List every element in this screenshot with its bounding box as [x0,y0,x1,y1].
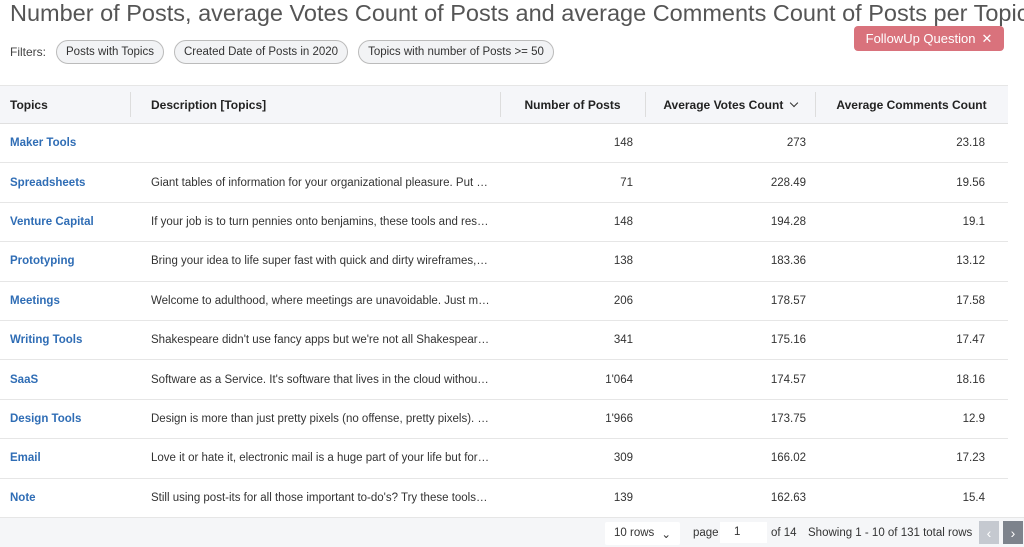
topic-cell[interactable]: Writing Tools [0,320,130,361]
column-header-average-votes[interactable]: Average Votes Count [645,85,815,124]
results-table: Topics Description [Topics] Number of Po… [0,85,1008,518]
previous-page-button[interactable]: ‹ [979,521,999,544]
number-of-posts-cell: 206 [500,281,645,321]
page-input[interactable]: 1 [720,522,767,543]
topic-cell[interactable]: Email [0,438,130,479]
column-header-average-comments[interactable]: Average Comments Count [815,85,1008,124]
filters-label: Filters: [10,45,46,59]
average-votes-cell: 174.57 [645,359,815,400]
average-votes-cell: 273 [645,123,815,164]
average-votes-cell: 166.02 [645,438,815,479]
table-row: Venture Capital If your job is to turn pe… [0,202,1008,243]
topic-cell[interactable]: Spreadsheets [0,162,130,203]
average-comments-cell: 17.58 [815,281,1008,321]
page-title: Number of Posts, average Votes Count of … [10,0,1024,26]
description-cell: Welcome to adulthood, where meetings are… [130,281,500,321]
average-comments-cell: 12.9 [815,399,1008,440]
average-comments-cell: 23.18 [815,123,1008,164]
column-header-number-of-posts[interactable]: Number of Posts [500,85,645,124]
number-of-posts-cell: 139 [500,478,645,518]
table-row: Note Still using post-its for all those i… [0,478,1008,518]
average-comments-cell: 15.4 [815,478,1008,518]
average-votes-cell: 178.57 [645,281,815,321]
topic-cell[interactable]: Design Tools [0,399,130,440]
rows-summary: Showing 1 - 10 of 131 total rows [808,527,973,539]
description-cell: If your job is to turn pennies onto benj… [130,202,500,243]
number-of-posts-cell: 148 [500,123,645,164]
next-page-button[interactable]: › [1003,521,1023,544]
topic-cell[interactable]: Meetings [0,281,130,321]
table-row: Spreadsheets Giant tables of information … [0,162,1008,203]
column-label: Average Votes Count [663,97,784,112]
filters-bar: Filters: Posts with Topics Created Date … [10,40,554,64]
number-of-posts-cell: 71 [500,162,645,203]
rows-per-page-select[interactable]: 10 rows ⌄ [605,522,680,545]
chevron-down-icon [789,98,798,107]
close-icon[interactable]: ✕ [981,30,993,46]
description-cell: Software as a Service. It's software tha… [130,359,500,400]
number-of-posts-cell: 148 [500,202,645,243]
table-row: Design Tools Design is more than just pre… [0,399,1008,440]
topic-cell[interactable]: Maker Tools [0,123,130,164]
description-cell: Shakespeare didn't use fancy apps but we… [130,320,500,361]
description-cell: Design is more than just pretty pixels (… [130,399,500,440]
topic-cell[interactable]: Prototyping [0,241,130,282]
pagination-bar: 10 rows ⌄ page 1 of 14 Showing 1 - 10 of … [0,517,1024,547]
average-comments-cell: 13.12 [815,241,1008,282]
table-row: SaaS Software as a Service. It's software… [0,359,1008,400]
number-of-posts-cell: 138 [500,241,645,282]
number-of-posts-cell: 341 [500,320,645,361]
average-votes-cell: 173.75 [645,399,815,440]
followup-label: FollowUp Question [865,31,976,46]
average-votes-cell: 162.63 [645,478,815,518]
chevron-down-icon: ⌄ [661,529,671,541]
filter-chip[interactable]: Posts with Topics [56,40,164,64]
description-cell [130,123,500,164]
average-votes-cell: 228.49 [645,162,815,203]
topic-cell[interactable]: Venture Capital [0,202,130,243]
number-of-posts-cell: 1'966 [500,399,645,440]
table-header-row: Topics Description [Topics] Number of Po… [0,85,1008,124]
number-of-posts-cell: 1'064 [500,359,645,400]
table-row: Prototyping Bring your idea to life super… [0,241,1008,282]
average-comments-cell: 19.56 [815,162,1008,203]
description-cell: Giant tables of information for your org… [130,162,500,203]
table-row: Writing Tools Shakespeare didn't use fanc… [0,320,1008,361]
column-header-description[interactable]: Description [Topics] [130,85,500,124]
average-comments-cell: 17.47 [815,320,1008,361]
chevron-left-icon: ‹ [986,524,992,541]
average-comments-cell: 19.1 [815,202,1008,243]
description-cell: Bring your idea to life super fast with … [130,241,500,282]
column-header-topics[interactable]: Topics [0,85,130,124]
table-row: Maker Tools 148 273 23.18 [0,123,1008,164]
page-label: page [693,527,719,539]
average-comments-cell: 17.23 [815,438,1008,479]
average-votes-cell: 194.28 [645,202,815,243]
average-comments-cell: 18.16 [815,359,1008,400]
number-of-posts-cell: 309 [500,438,645,479]
filter-chip[interactable]: Created Date of Posts in 2020 [174,40,349,64]
followup-question-button[interactable]: FollowUp Question ✕ [854,26,1004,51]
description-cell: Love it or hate it, electronic mail is a… [130,438,500,479]
average-votes-cell: 183.36 [645,241,815,282]
table-row: Email Love it or hate it, electronic mail… [0,438,1008,479]
chevron-right-icon: › [1010,524,1016,541]
rows-per-page-value: 10 rows [614,527,655,539]
page-count: of 14 [771,527,797,539]
table-row: Meetings Welcome to adulthood, where meet… [0,281,1008,321]
filter-chip[interactable]: Topics with number of Posts >= 50 [358,40,554,64]
topic-cell[interactable]: SaaS [0,359,130,400]
description-cell: Still using post-its for all those impor… [130,478,500,518]
average-votes-cell: 175.16 [645,320,815,361]
topic-cell[interactable]: Note [0,478,130,518]
